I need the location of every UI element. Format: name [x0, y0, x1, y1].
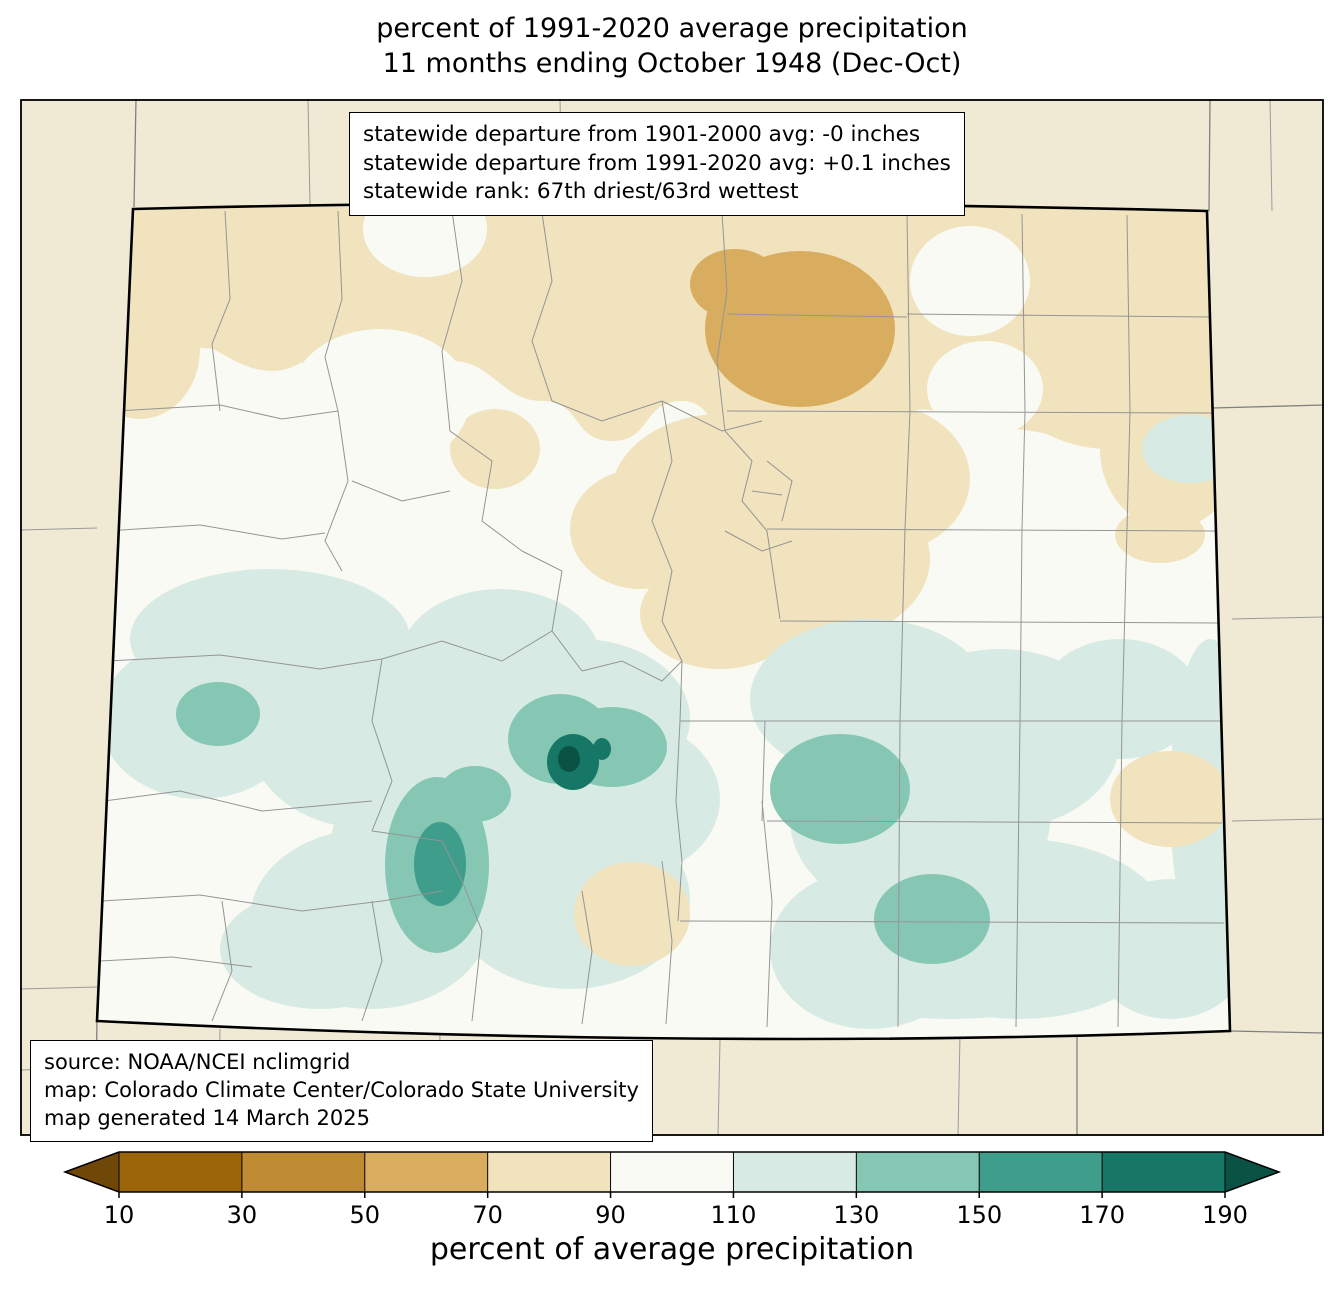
- wet-region-190-plus: [558, 746, 580, 772]
- dry-region-50-70: [690, 249, 895, 407]
- stat-departure-1991-2020: statewide departure from 1991-2020 avg: …: [363, 150, 951, 176]
- map-credit-line: map: Colorado Climate Center/Colorado St…: [44, 1077, 639, 1102]
- svg-text:90: 90: [595, 1201, 626, 1229]
- svg-text:130: 130: [833, 1201, 879, 1229]
- svg-text:110: 110: [711, 1201, 757, 1229]
- source-line: source: NOAA/NCEI nclimgrid: [44, 1050, 351, 1074]
- svg-text:10: 10: [104, 1201, 135, 1229]
- source-box: source: NOAA/NCEI nclimgrid map: Colorad…: [30, 1040, 653, 1142]
- precipitation-map: [20, 99, 1324, 1136]
- map-generated-line: map generated 14 March 2025: [44, 1105, 371, 1130]
- near-normal-holes: [270, 203, 1043, 569]
- svg-text:190: 190: [1202, 1201, 1248, 1229]
- wet-region-150-170: [414, 822, 466, 906]
- svg-text:150: 150: [956, 1201, 1002, 1229]
- county-boundaries: [99, 210, 1225, 1028]
- stat-departure-1901-2000: statewide departure from 1901-2000 avg: …: [363, 122, 921, 147]
- title-line-1: percent of 1991-2020 average precipitati…: [376, 13, 968, 44]
- stat-statewide-rank: statewide rank: 67th driest/63rd wettest: [363, 179, 799, 205]
- figure-title: percent of 1991-2020 average precipitati…: [0, 12, 1344, 81]
- svg-text:170: 170: [1079, 1201, 1125, 1229]
- svg-text:70: 70: [472, 1201, 503, 1229]
- svg-text:30: 30: [227, 1201, 258, 1229]
- colorbar-label: percent of average precipitation: [429, 1232, 915, 1267]
- stats-box: statewide departure from 1901-2000 avg: …: [349, 112, 965, 216]
- svg-text:50: 50: [350, 1201, 381, 1229]
- title-line-2: 11 months ending October 1948 (Dec-Oct): [382, 47, 962, 79]
- colorbar-svg: 10 30 50 70 90 110 130 150 170 190: [62, 1151, 1282, 1229]
- map-frame: [20, 99, 1324, 1136]
- colorbar: 10 30 50 70 90 110 130 150 170 190 percent of ave…: [0, 1150, 1344, 1267]
